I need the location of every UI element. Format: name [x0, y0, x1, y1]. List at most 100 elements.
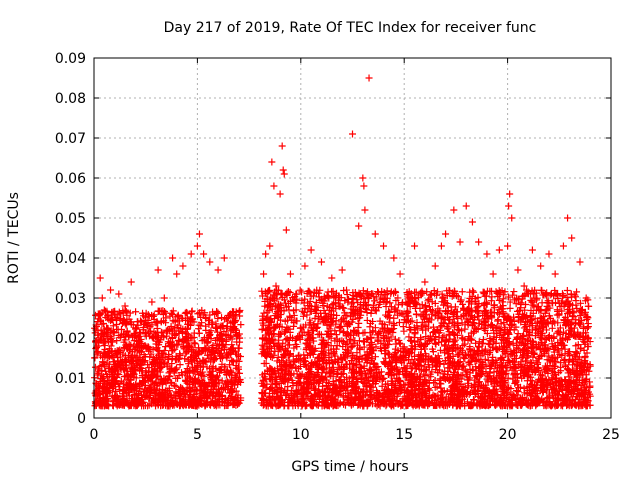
data-point: [458, 288, 466, 296]
data-point: [175, 391, 183, 399]
data-point: [446, 331, 454, 339]
data-point: [543, 306, 551, 314]
data-point: [520, 324, 528, 332]
data-point: [559, 292, 567, 300]
data-point: [385, 318, 393, 326]
data-point: [123, 311, 131, 319]
data-point: [504, 329, 512, 337]
data-point: [103, 384, 111, 392]
data-point: [216, 349, 224, 357]
data-point: [158, 380, 166, 388]
data-point: [461, 325, 469, 333]
data-point: [103, 324, 111, 332]
data-point: [487, 320, 495, 328]
data-point: [154, 359, 162, 367]
x-tick-label: 25: [602, 427, 620, 443]
data-point: [544, 297, 552, 305]
data-point: [362, 382, 370, 390]
data-point: [394, 346, 402, 354]
data-point: [517, 360, 525, 368]
y-tick-label: 0.01: [55, 371, 86, 387]
data-point: [428, 290, 436, 298]
data-point: [470, 380, 478, 388]
data-point: [133, 324, 141, 332]
data-point: [237, 321, 245, 329]
data-point: [125, 402, 133, 410]
x-tick-label: 15: [395, 427, 413, 443]
data-point: [389, 328, 397, 336]
data-point: [232, 362, 240, 370]
data-point: [169, 396, 177, 404]
data-point: [188, 334, 196, 342]
data-point: [120, 331, 128, 339]
data-point: [514, 373, 522, 381]
data-point: [339, 364, 347, 372]
data-point: [166, 373, 174, 381]
data-point: [280, 371, 288, 379]
data-point: [353, 296, 361, 304]
data-point: [165, 326, 173, 334]
data-point: [396, 309, 404, 317]
data-point: [499, 302, 507, 310]
data-point: [314, 364, 322, 372]
data-point: [155, 350, 163, 358]
data-point: [438, 290, 446, 298]
data-point: [282, 336, 290, 344]
data-point: [494, 316, 502, 324]
data-point: [378, 382, 386, 390]
data-point: [572, 342, 580, 350]
data-point: [232, 387, 240, 395]
data-point: [132, 325, 140, 333]
data-point: [112, 362, 120, 370]
data-point: [382, 311, 390, 319]
data-point: [107, 347, 115, 355]
data-point: [142, 369, 150, 377]
data-point: [497, 355, 505, 363]
data-point: [283, 335, 291, 343]
data-point: [333, 342, 341, 350]
data-point: [532, 324, 540, 332]
data-point: [202, 382, 210, 390]
data-point: [230, 314, 238, 322]
data-point: [149, 371, 157, 379]
data-point: [265, 306, 273, 314]
data-point: [130, 337, 138, 345]
data-point: [543, 394, 551, 402]
data-point: [424, 385, 432, 393]
data-point: [109, 371, 117, 379]
data-point: [495, 296, 503, 304]
data-point: [481, 292, 489, 300]
y-tick-label: 0.05: [55, 211, 86, 227]
data-point: [507, 348, 515, 356]
data-point: [101, 400, 109, 408]
data-point: [489, 353, 497, 361]
data-point: [262, 316, 270, 324]
data-point: [100, 396, 108, 404]
data-point: [279, 339, 287, 347]
data-point: [570, 358, 578, 366]
data-point: [222, 341, 230, 349]
data-point: [277, 379, 285, 387]
data-point: [214, 309, 222, 317]
data-point: [399, 345, 407, 353]
data-point: [471, 357, 479, 365]
data-point: [558, 299, 566, 307]
data-point: [226, 361, 234, 369]
data-point: [141, 374, 149, 382]
data-point: [427, 306, 435, 314]
data-point: [227, 327, 235, 335]
data-point: [109, 328, 117, 336]
data-point: [229, 344, 237, 352]
data-point: [490, 368, 498, 376]
x-tick-label: 0: [90, 427, 99, 443]
y-tick-label: 0.02: [55, 331, 86, 347]
data-point: [585, 302, 593, 310]
data-point: [176, 361, 184, 369]
data-point: [163, 387, 171, 395]
data-point: [165, 355, 173, 363]
data-point: [203, 363, 211, 371]
data-point: [168, 354, 176, 362]
data-point: [300, 328, 308, 336]
data-point: [438, 387, 446, 395]
data-point: [460, 353, 468, 361]
